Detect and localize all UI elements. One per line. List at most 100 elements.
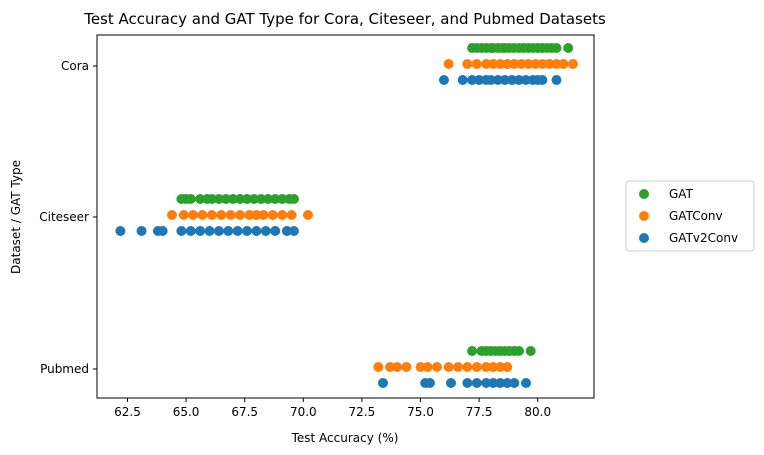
- legend-frame: [625, 180, 755, 252]
- data-point: [277, 210, 288, 220]
- data-point: [422, 362, 433, 372]
- data-point: [178, 210, 189, 220]
- data-point: [251, 210, 262, 220]
- data-point: [373, 362, 384, 372]
- x-tick-label: 75.0: [407, 405, 434, 419]
- x-tick-label: 65.0: [173, 405, 200, 419]
- data-point: [471, 378, 482, 388]
- data-point: [462, 59, 473, 69]
- data-point: [488, 362, 499, 372]
- data-point: [467, 346, 478, 356]
- data-point: [521, 378, 532, 388]
- data-point: [481, 378, 492, 388]
- data-point: [288, 226, 299, 236]
- data-point: [263, 194, 274, 204]
- data-point: [495, 59, 506, 69]
- data-point: [213, 194, 224, 204]
- y-tick-label: Citeseer: [39, 210, 89, 224]
- legend-marker: [639, 189, 649, 199]
- data-point: [502, 378, 513, 388]
- data-point: [242, 226, 253, 236]
- data-point: [195, 194, 206, 204]
- data-point: [443, 362, 454, 372]
- data-point: [481, 59, 492, 69]
- data-point: [506, 75, 517, 85]
- data-point: [286, 210, 297, 220]
- data-point: [551, 59, 562, 69]
- data-point: [415, 362, 426, 372]
- data-point: [392, 362, 403, 372]
- data-point: [530, 59, 541, 69]
- legend-label: GATv2Conv: [669, 231, 738, 245]
- data-point: [195, 226, 206, 236]
- data-point: [481, 362, 492, 372]
- data-point: [523, 59, 534, 69]
- data-point: [197, 210, 208, 220]
- data-point: [302, 210, 313, 220]
- data-point: [471, 59, 482, 69]
- data-point: [467, 75, 478, 85]
- data-point: [462, 362, 473, 372]
- x-tick-label: 72.5: [349, 405, 376, 419]
- data-point: [176, 226, 187, 236]
- legend-label: GATConv: [669, 209, 723, 223]
- data-point: [401, 362, 412, 372]
- data-point: [495, 362, 506, 372]
- data-point: [499, 75, 510, 85]
- data-point: [462, 378, 473, 388]
- data-point: [495, 378, 506, 388]
- data-point: [270, 194, 281, 204]
- data-point: [206, 210, 217, 220]
- legend-items: GAT GATConv GATv2Conv: [639, 187, 738, 245]
- data-point: [537, 75, 548, 85]
- data-point: [516, 59, 527, 69]
- data-point: [446, 378, 456, 388]
- data-point: [267, 210, 278, 220]
- data-point: [563, 43, 574, 53]
- data-point: [232, 226, 243, 236]
- data-point: [453, 362, 464, 372]
- data-point: [509, 59, 520, 69]
- chart-title: Test Accuracy and GAT Type for Cora, Cit…: [83, 10, 606, 28]
- legend-marker: [639, 233, 649, 243]
- data-point: [235, 194, 245, 204]
- data-point: [502, 59, 513, 69]
- data-point: [227, 194, 238, 204]
- data-point: [249, 194, 260, 204]
- data-point: [492, 75, 503, 85]
- data-point: [288, 194, 299, 204]
- data-point: [115, 226, 126, 236]
- data-point: [244, 210, 255, 220]
- data-point: [220, 194, 231, 204]
- data-point: [551, 43, 562, 53]
- data-point: [537, 59, 548, 69]
- data-point: [213, 226, 224, 236]
- data-points: [115, 43, 578, 388]
- data-point: [471, 362, 482, 372]
- data-point: [136, 226, 147, 236]
- data-point: [185, 194, 196, 204]
- data-point: [525, 346, 536, 356]
- data-point: [258, 210, 269, 220]
- data-point: [509, 378, 520, 388]
- data-point: [256, 194, 267, 204]
- data-point: [185, 226, 196, 236]
- data-point: [378, 378, 389, 388]
- data-point: [521, 75, 532, 85]
- data-point: [485, 75, 496, 85]
- y-axis: Cora Citeseer Pubmed: [39, 59, 97, 376]
- data-point: [544, 59, 555, 69]
- data-point: [206, 194, 217, 204]
- data-point: [551, 75, 562, 85]
- data-point: [223, 226, 234, 236]
- data-point: [167, 210, 178, 220]
- y-tick-label: Cora: [61, 59, 89, 73]
- x-axis-label: Test Accuracy (%): [291, 431, 399, 445]
- y-axis-label: Dataset / GAT Type: [9, 160, 23, 274]
- data-point: [438, 75, 449, 85]
- data-point: [277, 194, 288, 204]
- x-tick-label: 67.5: [231, 405, 258, 419]
- x-tick-label: 77.5: [466, 405, 493, 419]
- data-point: [431, 362, 442, 372]
- y-tick-label: Pubmed: [40, 362, 89, 376]
